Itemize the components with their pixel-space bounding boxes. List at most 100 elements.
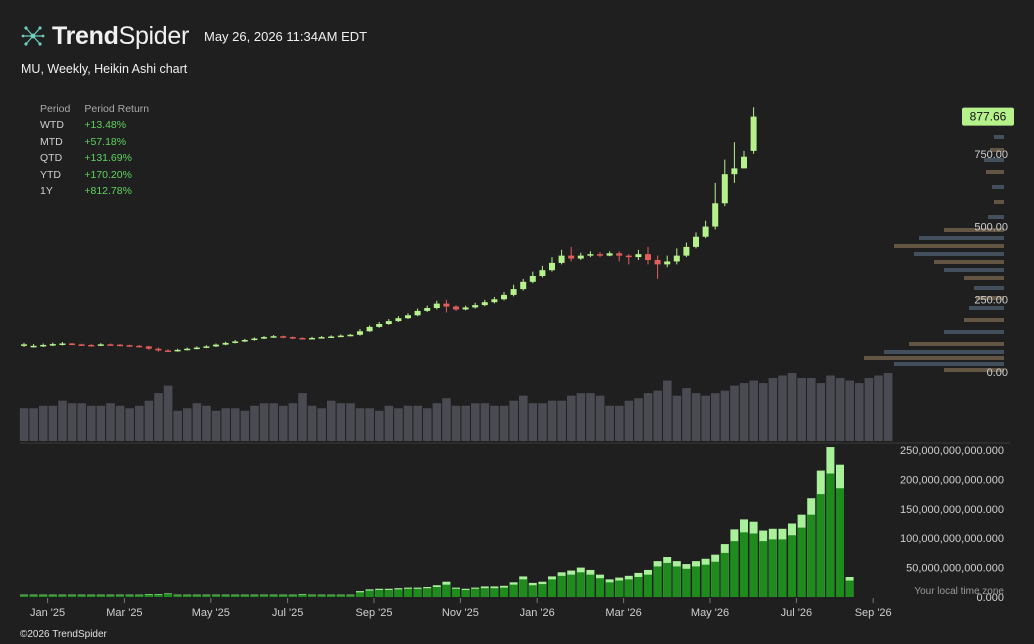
dollar-volume-bar	[749, 533, 758, 597]
candle-body	[472, 305, 479, 308]
dollar-volume-bar	[672, 566, 681, 597]
volume-bar	[528, 403, 538, 441]
candle-body	[481, 302, 488, 306]
candle-body	[501, 294, 507, 300]
volume-bar	[768, 378, 778, 441]
volume-bar	[682, 388, 691, 441]
volume-profile-bar	[944, 268, 1004, 272]
dollar-volume-bar	[221, 595, 230, 597]
logo: TrendSpider	[20, 22, 189, 50]
dollar-volume-bar	[317, 595, 326, 597]
volume-bar	[269, 403, 278, 441]
candle-body	[261, 337, 267, 339]
volume-bar	[259, 403, 269, 441]
volume-profile-bar	[864, 356, 1004, 360]
volume-bar	[288, 403, 298, 441]
volume-bar	[77, 403, 86, 441]
period-returns-table: Period Period Return WTD +13.48% MTD +57.1…	[40, 102, 163, 201]
dollar-volume-bar	[298, 594, 307, 597]
dollar-volume-bar	[528, 585, 537, 597]
candle-body	[520, 281, 527, 290]
volume-profile-bar	[976, 296, 1004, 300]
volume-bar	[115, 405, 125, 441]
candle-body	[69, 343, 75, 345]
dollar-volume-bar	[48, 595, 57, 597]
candle-body	[702, 226, 709, 237]
volume-bar	[317, 408, 326, 441]
candle-body	[40, 344, 47, 347]
returns-period: YTD	[40, 168, 61, 181]
dollar-volume-bar	[20, 595, 28, 597]
candle-body	[712, 203, 719, 227]
volume-bar	[759, 383, 768, 441]
time-tick-label: Jul '25	[272, 607, 303, 619]
candle-body	[376, 324, 383, 327]
dollar-volume-bar	[183, 595, 192, 597]
candle-body	[270, 336, 277, 338]
volume-bar	[211, 410, 221, 441]
volume-profile-bar	[909, 342, 1004, 346]
volume-bar	[29, 408, 38, 441]
volume-bar	[173, 410, 182, 441]
dollar-volume-bar	[96, 595, 105, 597]
dollar-tick-label: 250,000,000,000.000	[900, 445, 1004, 457]
candle-body	[357, 331, 363, 335]
dollar-volume-bar	[413, 588, 422, 597]
time-tick-label: Jul '26	[781, 607, 812, 619]
dollar-volume-bar	[490, 588, 499, 597]
volume-bar	[375, 410, 384, 441]
volume-bar	[595, 395, 605, 441]
volume-profile-bar	[974, 286, 1004, 290]
dollar-volume-bar	[356, 592, 364, 597]
returns-header-period: Period	[40, 102, 71, 115]
candle-body	[414, 310, 421, 316]
dollar-volume-bar	[730, 541, 739, 597]
dollar-volume-bar	[711, 561, 720, 597]
volume-profile-bar	[994, 200, 1004, 204]
dollar-volume-bar	[58, 595, 67, 597]
candle-body	[155, 348, 162, 351]
candle-body	[597, 254, 603, 256]
dollar-volume-bar	[500, 587, 508, 597]
dollar-volume-bar	[39, 595, 48, 597]
dollar-volume-bar	[461, 589, 470, 597]
dollar-volume-bar	[231, 595, 240, 597]
time-tick-label: May '26	[691, 607, 729, 619]
volume-bar	[605, 405, 614, 441]
volume-bar	[461, 405, 470, 441]
volume-bar	[855, 383, 864, 441]
dollar-volume-bar	[125, 595, 134, 597]
volume-bar	[58, 400, 67, 441]
brand-name: TrendSpider	[52, 21, 190, 50]
candle-body	[117, 344, 123, 347]
volume-bar	[183, 408, 192, 441]
candle-body	[405, 315, 411, 319]
dollar-volume-bar	[308, 595, 316, 597]
volume-bar	[423, 408, 432, 441]
volume-bar	[576, 393, 586, 441]
volume-profile-bar	[964, 276, 1004, 280]
dollar-volume-bar	[432, 587, 441, 597]
volume-bar	[701, 395, 710, 441]
dollar-volume-bar	[471, 588, 480, 597]
volume-profile-bar	[894, 244, 1004, 248]
volume-bar	[490, 405, 499, 441]
candle-body	[731, 168, 738, 175]
candle-body	[107, 344, 114, 346]
dollar-volume-bar	[759, 541, 768, 597]
volume-bar	[106, 403, 115, 441]
dollar-volume-bar	[567, 574, 576, 597]
dollar-volume-bar	[240, 595, 249, 597]
candle-body	[741, 156, 747, 169]
candle-body	[251, 338, 258, 341]
dollar-volume-bar	[394, 589, 403, 597]
volume-bar	[221, 408, 230, 441]
candle-body	[654, 260, 661, 265]
time-tick-label: Sep '25	[356, 607, 393, 619]
copyright-text: ©2026 TrendSpider	[20, 629, 107, 640]
volume-bar	[816, 383, 826, 441]
volume-profile-bar	[944, 228, 1004, 232]
volume-bar	[720, 390, 730, 441]
volume-profile-bar	[988, 215, 1004, 219]
